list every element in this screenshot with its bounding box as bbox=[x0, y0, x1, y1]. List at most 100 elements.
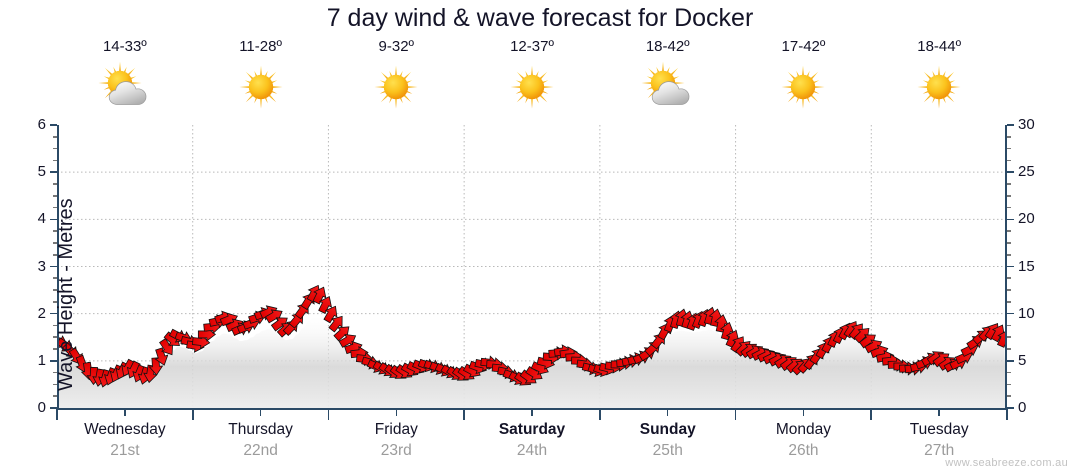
y-tick-left-2 bbox=[50, 312, 57, 315]
day-header-strip: 14-33º 11-28º 9-32º 12-37º 18-42º 17-42º 18-44… bbox=[57, 38, 1007, 124]
sun-behind-cloud-icon bbox=[94, 56, 156, 118]
y-axis-right-tick-label: 0 bbox=[1018, 399, 1027, 416]
temperature-range: 11-28º bbox=[239, 38, 282, 55]
day-date-label: 27th bbox=[924, 442, 955, 459]
y-axis-left-line bbox=[57, 125, 59, 408]
y-axis-right-tick-label: 25 bbox=[1018, 163, 1035, 181]
day-footer-saturday: Saturday 24th bbox=[464, 419, 600, 475]
y-tick-right-3 bbox=[1007, 265, 1014, 268]
day-name-label: Tuesday bbox=[909, 421, 969, 438]
y-minor-right-17 bbox=[1007, 206, 1011, 209]
y-minor-left-23 bbox=[53, 135, 57, 138]
sun-behind-cloud-icon bbox=[637, 56, 699, 118]
y-minor-left-10 bbox=[53, 289, 57, 291]
x-tick-day-7 bbox=[1006, 409, 1008, 420]
y-axis-right-tick-label: 20 bbox=[1018, 210, 1035, 228]
day-name-label: Saturday bbox=[498, 421, 566, 438]
day-date-label: 24th bbox=[516, 442, 548, 459]
y-axis-left-tick-label: 2 bbox=[37, 304, 46, 322]
day-header-tuesday: 18-44º bbox=[871, 38, 1007, 124]
day-name-label: Wednesday bbox=[84, 421, 166, 438]
y-tick-right-1 bbox=[1007, 360, 1014, 362]
day-header-wednesday: 14-33º bbox=[57, 38, 193, 124]
wind-arrow bbox=[990, 324, 1005, 343]
sun-icon bbox=[501, 56, 563, 118]
x-tick-sub-3-1 bbox=[531, 409, 533, 416]
wave-height-area bbox=[57, 315, 1007, 408]
y-minor-right-2 bbox=[1007, 383, 1011, 386]
temperature-range: 14-33º bbox=[102, 38, 147, 55]
y-tick-left-4 bbox=[50, 218, 57, 221]
temperature-range: 18-42º bbox=[645, 38, 690, 55]
y-axis-left-tick-label: 1 bbox=[37, 351, 46, 369]
y-axis-left-tick-label: 6 bbox=[37, 116, 46, 133]
y-minor-left-1 bbox=[53, 395, 57, 397]
x-tick-sub-0-1 bbox=[124, 409, 126, 416]
day-date-label: 21st bbox=[110, 442, 140, 459]
temperature-range: 17-42º bbox=[781, 38, 826, 55]
temperature-range: 18-44º bbox=[917, 38, 962, 55]
y-minor-right-10 bbox=[1007, 289, 1011, 291]
y-minor-left-13 bbox=[53, 253, 57, 256]
x-tick-sub-4-1 bbox=[667, 409, 669, 416]
site-watermark: www.seabreeze.com.au bbox=[945, 457, 1068, 469]
y-minor-right-7 bbox=[1007, 324, 1011, 327]
x-tick-sub-6-1 bbox=[938, 409, 940, 416]
day-name-label: Monday bbox=[775, 421, 832, 438]
y-minor-right-9 bbox=[1007, 301, 1011, 303]
page-title: 7 day wind & wave forecast for Docker bbox=[326, 4, 754, 32]
x-axis-line bbox=[57, 408, 1007, 410]
x-tick-day-4 bbox=[598, 409, 601, 420]
temperature-range: 12-37º bbox=[510, 38, 554, 55]
sun-icon bbox=[772, 56, 834, 118]
y-minor-left-19 bbox=[53, 183, 57, 185]
day-footer-strip: Wednesday 21st Thursday 22nd Friday 23rd Satur… bbox=[57, 419, 1007, 475]
y-tick-left-1 bbox=[50, 360, 57, 362]
y-minor-right-6 bbox=[1007, 336, 1011, 339]
day-name-label: Sunday bbox=[639, 421, 696, 438]
y-tick-left-3 bbox=[50, 265, 57, 268]
day-footer-friday: Friday 23rd bbox=[328, 419, 464, 475]
y-axis-left-tick-label: 5 bbox=[37, 163, 46, 181]
sun-icon bbox=[365, 56, 427, 118]
y-minor-left-22 bbox=[53, 147, 57, 150]
y-minor-left-3 bbox=[53, 371, 57, 374]
y-minor-left-14 bbox=[53, 242, 57, 244]
day-date-label: 26th bbox=[788, 442, 819, 459]
y-minor-left-5 bbox=[53, 348, 57, 350]
y-minor-right-18 bbox=[1007, 194, 1011, 197]
sun-icon bbox=[230, 56, 292, 118]
x-tick-day-1 bbox=[191, 409, 194, 420]
wind-arrow bbox=[328, 315, 343, 333]
y-axis-left-tick-label: 3 bbox=[37, 257, 46, 275]
day-header-sunday: 18-42º bbox=[600, 38, 736, 124]
plot-area bbox=[57, 125, 1007, 408]
x-tick-sub-1-1 bbox=[259, 409, 262, 416]
y-minor-left-2 bbox=[53, 383, 57, 386]
y-axis-right-line bbox=[1005, 125, 1007, 408]
y-minor-right-19 bbox=[1007, 183, 1011, 185]
y-minor-right-3 bbox=[1007, 371, 1011, 374]
x-tick-day-6 bbox=[870, 409, 873, 420]
y-tick-right-5 bbox=[1007, 171, 1014, 173]
day-header-saturday: 12-37º bbox=[464, 38, 600, 124]
y-axis-left-title: Wave Height - Metres bbox=[55, 198, 77, 391]
y-tick-right-2 bbox=[1007, 312, 1014, 315]
x-tick-sub-5-1 bbox=[802, 409, 805, 416]
wind-arrow bbox=[318, 295, 332, 314]
y-minor-right-14 bbox=[1007, 242, 1011, 244]
day-header-thursday: 11-28º bbox=[193, 38, 329, 124]
x-tick-sub-2-1 bbox=[395, 409, 397, 416]
y-minor-right-13 bbox=[1007, 253, 1011, 256]
forecast-chart: Wave Height - Metres Wind Speed - Knots … bbox=[38, 117, 1035, 420]
y-axis-right-tick-label: 10 bbox=[1018, 304, 1035, 322]
day-footer-sunday: Sunday 25th bbox=[600, 419, 736, 475]
wind-arrow bbox=[148, 357, 164, 376]
day-header-monday: 17-42º bbox=[736, 38, 872, 124]
x-tick-day-5 bbox=[734, 409, 737, 420]
y-minor-right-5 bbox=[1007, 348, 1011, 350]
y-minor-right-21 bbox=[1007, 159, 1011, 162]
sun-icon bbox=[908, 56, 970, 118]
y-minor-right-22 bbox=[1007, 147, 1011, 150]
y-axis-right-tick-label: 30 bbox=[1018, 116, 1035, 133]
